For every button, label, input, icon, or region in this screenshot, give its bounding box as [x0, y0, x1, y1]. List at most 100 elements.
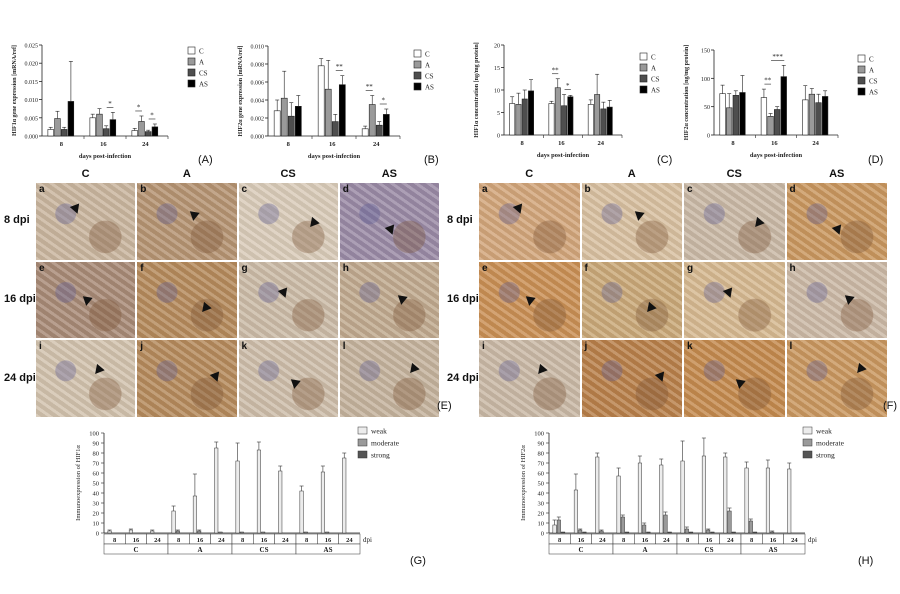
- y-tick-label: 50: [704, 105, 710, 111]
- y-tick-label: 0.004: [251, 99, 265, 105]
- legend-label-AS: AS: [651, 87, 660, 95]
- legend-label-CS: CS: [425, 73, 434, 81]
- micrograph-letter: g: [687, 262, 694, 274]
- micrograph-letter: a: [39, 184, 45, 195]
- bar-strong-1: [582, 531, 587, 534]
- legend-swatch-AS: [413, 82, 422, 91]
- bar-moderate-3: [175, 530, 180, 534]
- micrograph-letter: d: [789, 184, 796, 195]
- arrowhead-marker: [654, 371, 667, 384]
- bar-moderate-0: [556, 519, 561, 534]
- bar-AS-16: [338, 84, 346, 137]
- bar-C-8: [509, 103, 516, 136]
- bar-A-16: [554, 87, 561, 136]
- x-tick-label: 24: [346, 537, 353, 544]
- y-tick-label: 50: [93, 481, 100, 488]
- micrograph-g: g: [237, 260, 339, 340]
- y-tick-label: 10: [538, 521, 545, 528]
- bar-strong-5: [667, 531, 672, 534]
- significance-mark: *: [108, 100, 112, 108]
- panel-label-h: (H): [858, 555, 874, 567]
- y-tick-label: 0.006: [251, 81, 265, 87]
- arrowhead-marker: [831, 224, 844, 237]
- y-tick-label: 0.000: [25, 135, 39, 141]
- bar-A-16: [324, 88, 332, 137]
- y-tick-label: 0.008: [251, 63, 265, 69]
- x-tick-label: 16: [771, 140, 778, 147]
- bar-strong-7: [710, 531, 715, 534]
- column-header-A: A: [627, 168, 636, 180]
- bar-AS-8: [67, 101, 75, 137]
- y-tick-label: 20: [494, 44, 500, 50]
- x-tick-label: 24: [598, 140, 605, 147]
- micrograph-letter: e: [482, 262, 488, 274]
- bar-moderate-9: [303, 531, 308, 534]
- x-axis-title: days post-infection: [308, 153, 361, 160]
- micrograph-letter: b: [140, 184, 147, 195]
- legend-swatch-weak: [802, 426, 813, 435]
- bar-CS-16: [774, 109, 781, 136]
- column-header-A: A: [182, 168, 191, 180]
- micrograph-l: l: [785, 339, 888, 418]
- bar-A-8: [726, 107, 733, 136]
- y-axis-title: Immunoexpression of HIF1α: [75, 445, 82, 521]
- bar-A-8: [515, 104, 522, 136]
- bar-weak-11: [787, 468, 792, 534]
- legend-label-A: A: [425, 62, 430, 70]
- chart-hif1a-gene-expression: 0.000 0.005 0.010 0.015 0.020 0.025 8 16 24 * * * da…: [12, 44, 208, 161]
- bar-CS-24: [145, 131, 152, 137]
- legend-swatch-CS: [639, 74, 648, 83]
- y-tick-label: 100: [534, 431, 544, 438]
- bar-moderate-4: [197, 530, 202, 534]
- legend-swatch-CS: [187, 68, 196, 77]
- y-tick-label: 0.025: [25, 44, 39, 50]
- panel-label-a: (A): [198, 154, 213, 166]
- bar-CS-24: [600, 108, 607, 136]
- bar-weak-4: [192, 495, 197, 534]
- bar-weak-5: [659, 464, 664, 534]
- bar-weak-1: [573, 489, 578, 534]
- column-header-C: C: [81, 168, 90, 180]
- bar-weak-6: [235, 460, 240, 534]
- micrograph-letter: i: [482, 341, 485, 353]
- legend-label-strong: strong: [371, 451, 390, 460]
- legend-swatch-C: [187, 46, 196, 55]
- legend-swatch-CS: [857, 76, 866, 85]
- significance-mark: **: [366, 83, 374, 91]
- x-tick-label: 16: [329, 141, 336, 148]
- arrowhead-marker: [210, 371, 223, 384]
- arrowhead-marker: [512, 203, 526, 216]
- y-tick-label: 30: [93, 501, 100, 508]
- micrograph-d: d: [338, 182, 440, 261]
- bar-C-16: [89, 117, 96, 137]
- significance-mark: *: [150, 111, 154, 119]
- x-tick-label: 8: [520, 140, 524, 147]
- bar-A-16: [96, 113, 103, 137]
- y-tick-label: 90: [538, 441, 545, 448]
- bar-C-16: [548, 103, 555, 136]
- y-tick-label: 0: [96, 531, 99, 538]
- y-axis-title: HIF1α gene expression [mRNA/ref]: [12, 45, 18, 136]
- column-header-AS: AS: [381, 168, 398, 180]
- legend-label-C: C: [651, 54, 656, 62]
- bar-weak-7: [256, 449, 261, 534]
- chart-hif2a-immunoexpression: 0 10 20 30 40 50 60 70 80 90 100 8 16 24 8 16 24 8 16 24 8 16…: [520, 426, 845, 555]
- panel-label-g: (G): [410, 555, 426, 567]
- bar-CS-8: [61, 129, 68, 137]
- row-header-0: 8 dpi: [447, 214, 473, 227]
- bar-moderate-2: [599, 530, 604, 534]
- arrowhead-marker: [852, 363, 867, 377]
- legend-label-C: C: [869, 56, 874, 64]
- legend-swatch-A: [187, 57, 196, 66]
- bar-moderate-6: [684, 528, 689, 534]
- legend-swatch-strong: [802, 450, 813, 459]
- legend-swatch-CS: [413, 71, 422, 80]
- bar-moderate-3: [620, 516, 625, 534]
- arrowhead-marker: [406, 363, 420, 377]
- significance-mark: *: [382, 97, 386, 105]
- bar-A-16: [767, 116, 774, 136]
- group-label-A: A: [642, 546, 647, 554]
- bar-weak-9: [299, 490, 304, 534]
